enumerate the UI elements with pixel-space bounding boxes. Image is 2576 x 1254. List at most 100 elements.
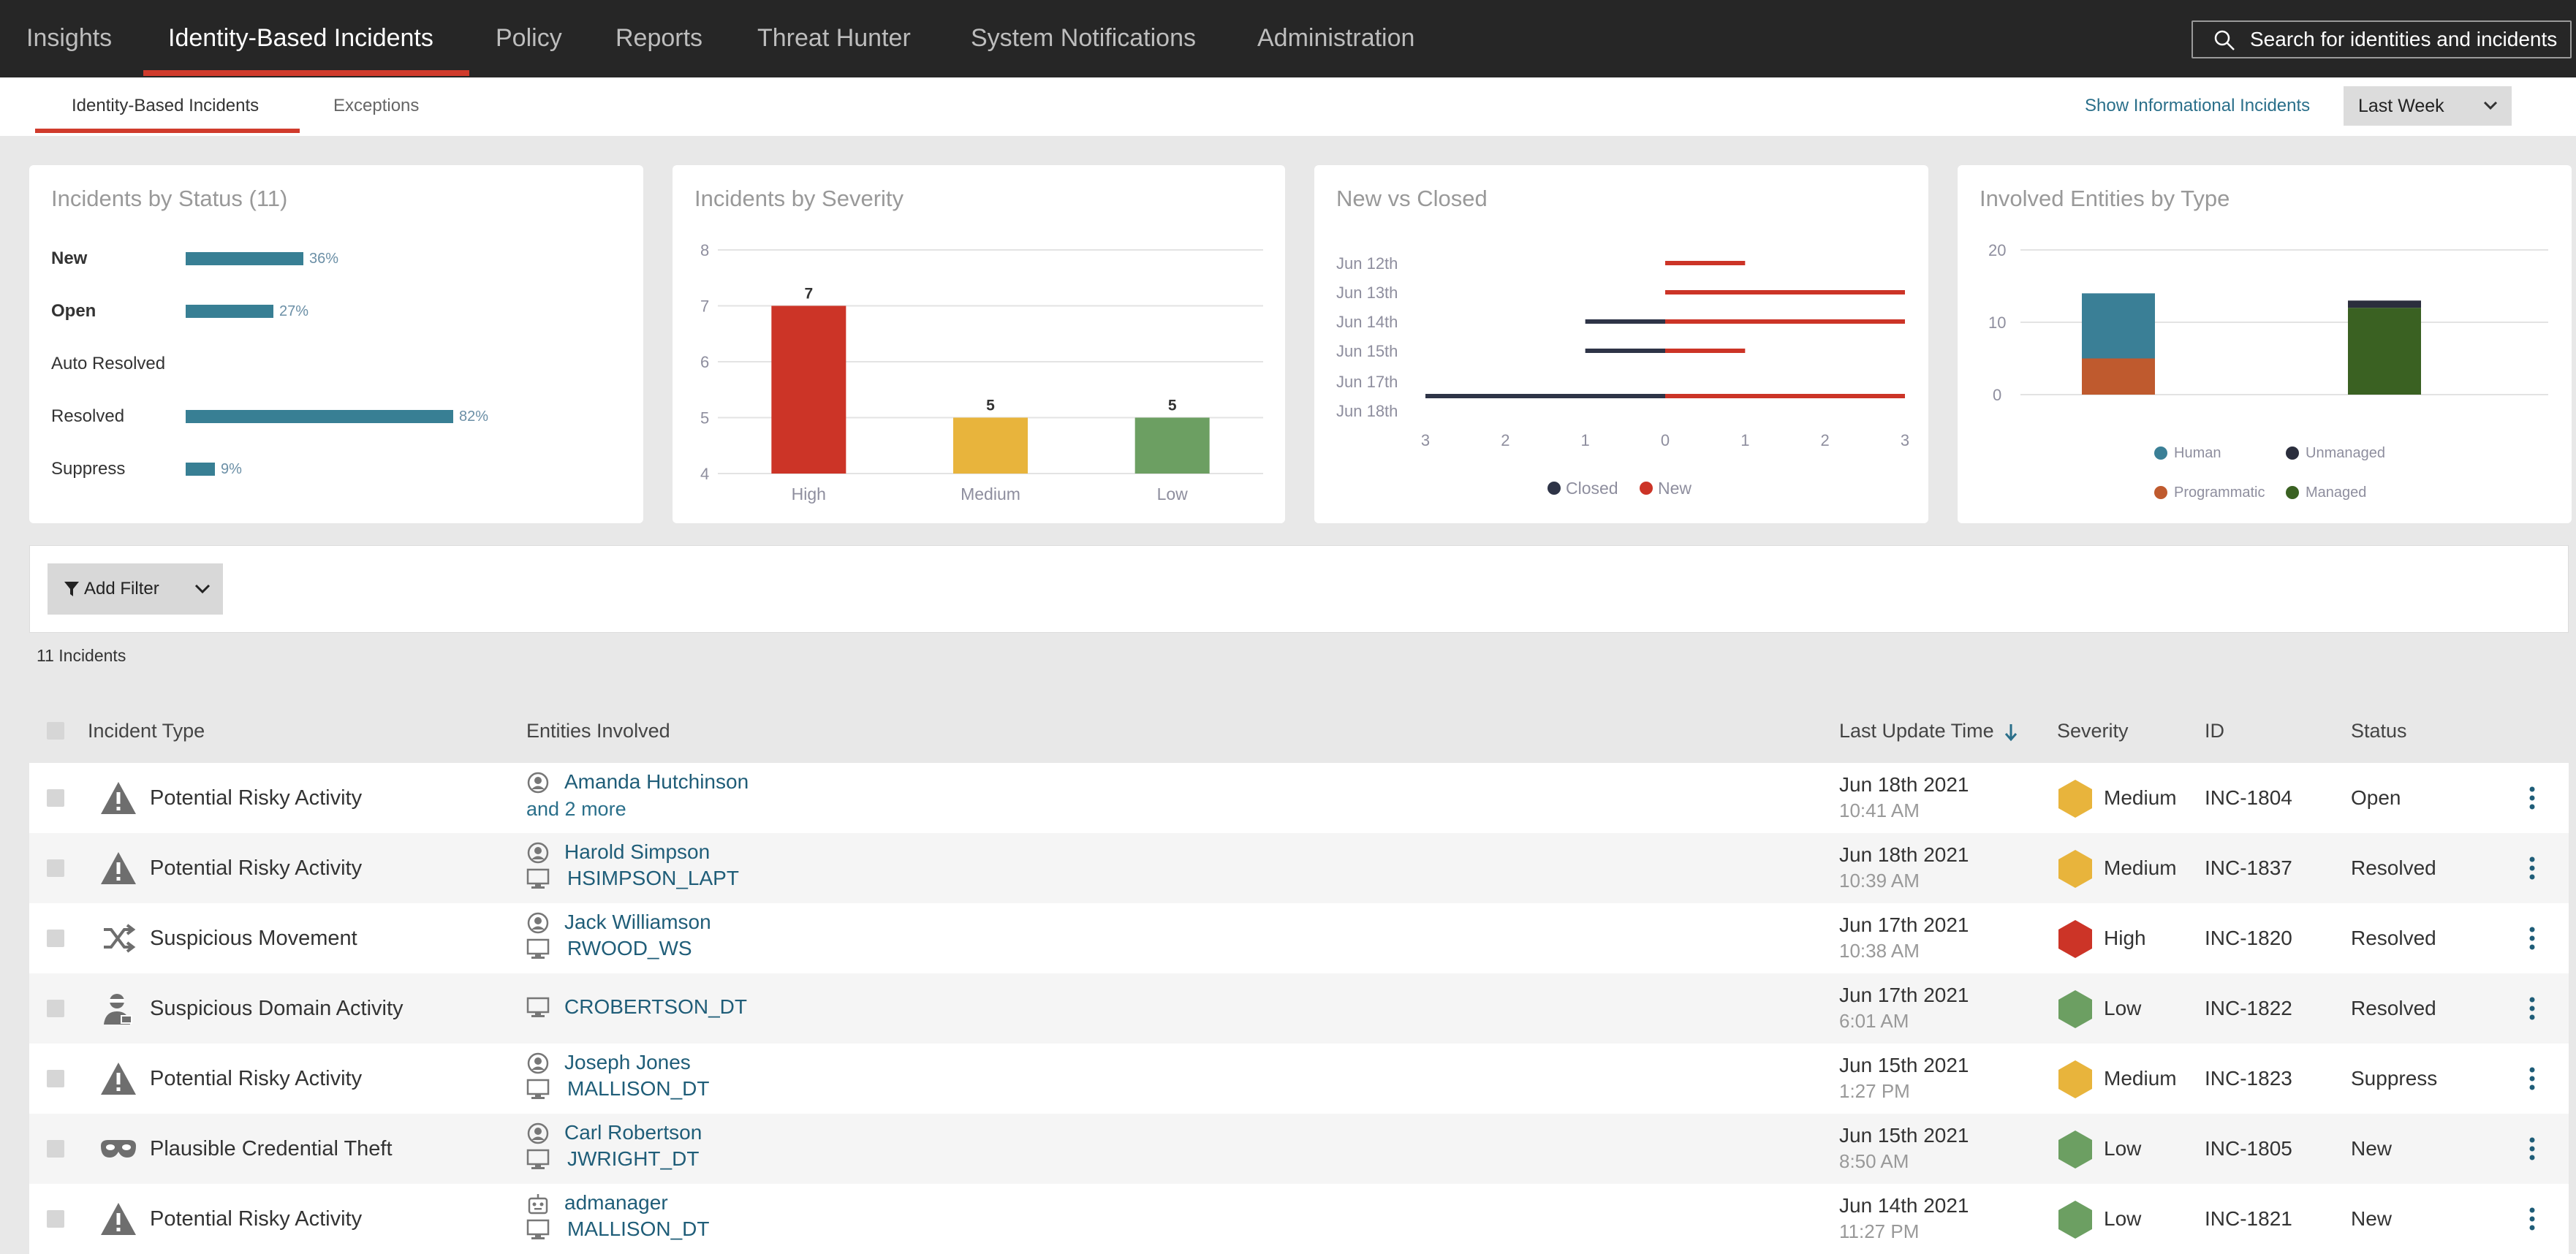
incident-type[interactable]: Potential Risky Activity (150, 786, 363, 810)
entity-link[interactable]: Amanda Hutchinson (564, 770, 749, 793)
nav-policy[interactable]: Policy (496, 24, 562, 52)
header-id[interactable]: ID (2205, 720, 2224, 742)
entity-link[interactable]: MALLISON_DT (567, 1217, 710, 1240)
incident-id[interactable]: INC-1820 (2205, 927, 2292, 949)
header-status[interactable]: Status (2351, 720, 2407, 742)
row-checkbox[interactable] (47, 1140, 64, 1158)
status-bar[interactable] (186, 252, 303, 265)
header-severity[interactable]: Severity (2057, 720, 2129, 742)
incident-status: Resolved (2351, 856, 2436, 879)
chevron-down-icon[interactable] (194, 583, 211, 595)
more-options-icon[interactable] (2526, 1136, 2538, 1162)
status-bar[interactable] (186, 410, 453, 423)
more-options-icon[interactable] (2526, 855, 2538, 881)
nav-threat-hunter[interactable]: Threat Hunter (757, 24, 911, 52)
entity-link[interactable]: Jack Williamson (564, 911, 711, 933)
table-row[interactable]: Plausible Credential Theft Carl Robertson… (29, 1114, 2569, 1184)
user-icon (526, 842, 550, 864)
header-incident-type[interactable]: Incident Type (88, 720, 205, 742)
time-range-select[interactable]: Last Week (2344, 86, 2512, 126)
tab-exceptions[interactable]: Exceptions (333, 96, 420, 115)
more-options-icon[interactable] (2526, 1206, 2538, 1232)
row-checkbox[interactable] (47, 1210, 64, 1228)
incident-id[interactable]: INC-1821 (2205, 1207, 2292, 1230)
row-checkbox[interactable] (47, 930, 64, 947)
global-search[interactable]: Search for identities and incidents (2192, 20, 2572, 58)
incident-type[interactable]: Potential Risky Activity (150, 856, 363, 880)
entity-link[interactable]: admanager (564, 1191, 668, 1214)
computer-icon (526, 1079, 550, 1101)
header-entities[interactable]: Entities Involved (526, 720, 670, 742)
table-row[interactable]: Potential Risky Activity Joseph Jones MALL… (29, 1044, 2569, 1114)
more-options-icon[interactable] (2526, 1065, 2538, 1092)
funnel-icon (64, 582, 79, 596)
table-row[interactable]: Suspicious Movement Jack Williamson RWOOD_… (29, 903, 2569, 973)
incident-type[interactable]: Potential Risky Activity (150, 1207, 363, 1231)
card-title: Incidents by Severity (694, 186, 904, 211)
incident-id[interactable]: INC-1837 (2205, 856, 2292, 879)
incident-type[interactable]: Plausible Credential Theft (150, 1137, 393, 1160)
nav-identity-based-incidents[interactable]: Identity-Based Incidents (168, 24, 433, 52)
incident-type[interactable]: Suspicious Movement (150, 927, 357, 950)
entity-link[interactable]: Joseph Jones (564, 1051, 691, 1074)
user-icon (526, 912, 550, 934)
nav-insights[interactable]: Insights (26, 24, 113, 52)
show-informational-link[interactable]: Show Informational Incidents (2085, 96, 2311, 115)
entity-link[interactable]: Carl Robertson (564, 1121, 702, 1144)
more-options-icon[interactable] (2526, 785, 2538, 811)
legend-label-programmatic: Programmatic (2174, 484, 2265, 501)
last-update-date: Jun 17th 2021 (1839, 913, 1969, 936)
last-update-date: Jun 15th 2021 (1839, 1124, 1969, 1147)
last-update-time: 8:50 AM (1839, 1150, 1909, 1172)
sort-arrow-down-icon[interactable] (2004, 723, 2018, 742)
select-all-checkbox[interactable] (47, 722, 64, 740)
status-label-new[interactable]: New (51, 248, 88, 268)
incident-status: New (2351, 1137, 2393, 1160)
row-checkbox[interactable] (47, 1000, 64, 1017)
status-label-resolved[interactable]: Resolved (51, 406, 125, 426)
incident-status: New (2351, 1207, 2393, 1230)
add-filter-button[interactable]: Add Filter (48, 563, 223, 615)
header-last-update-label: Last Update Time (1839, 720, 1994, 742)
status-bar[interactable] (186, 463, 215, 476)
incident-id[interactable]: INC-1805 (2205, 1137, 2292, 1160)
incident-type[interactable]: Suspicious Domain Activity (150, 997, 404, 1020)
entity-link[interactable]: Harold Simpson (564, 840, 711, 863)
incident-type[interactable]: Potential Risky Activity (150, 1067, 363, 1090)
nav-reports[interactable]: Reports (615, 24, 703, 52)
entity-link[interactable]: RWOOD_WS (567, 937, 692, 960)
nav-system-notifications[interactable]: System Notifications (971, 24, 1196, 52)
incident-id[interactable]: INC-1804 (2205, 786, 2292, 809)
nav-administration[interactable]: Administration (1257, 24, 1415, 52)
incident-id[interactable]: INC-1823 (2205, 1067, 2292, 1090)
table-row[interactable]: Potential Risky Activity Harold Simpson HS… (29, 833, 2569, 903)
table-row[interactable]: Potential Risky Activity Amanda Hutchinso… (29, 763, 2569, 833)
x-tick-label: 3 (1901, 431, 1909, 449)
status-bar[interactable] (186, 305, 273, 318)
row-checkbox[interactable] (47, 789, 64, 807)
header-last-update[interactable]: Last Update Time (1839, 699, 2018, 763)
tab-identity-based-incidents[interactable]: Identity-Based Incidents (72, 96, 260, 115)
more-entities-link[interactable]: and 2 more (526, 798, 626, 820)
entity-link[interactable]: HSIMPSON_LAPT (567, 867, 739, 889)
incident-id[interactable]: INC-1822 (2205, 997, 2292, 1019)
x-tick-label: 2 (1501, 431, 1509, 449)
warning-icon (99, 780, 137, 816)
status-label-auto-resolved[interactable]: Auto Resolved (51, 354, 166, 373)
entity-link[interactable]: JWRIGHT_DT (567, 1147, 700, 1170)
computer-icon (526, 1149, 550, 1171)
more-options-icon[interactable] (2526, 925, 2538, 951)
table-row[interactable]: Potential Risky Activity admanager MALLISO… (29, 1184, 2569, 1254)
row-checkbox[interactable] (47, 1070, 64, 1087)
bar-segment-programmatic (2082, 358, 2155, 395)
severity-hexagon-icon (2057, 1130, 2094, 1169)
status-label-suppress[interactable]: Suppress (51, 459, 126, 479)
entity-link[interactable]: MALLISON_DT (567, 1077, 710, 1100)
row-checkbox[interactable] (47, 859, 64, 877)
status-label-open[interactable]: Open (51, 301, 96, 321)
add-filter-label: Add Filter (84, 579, 159, 598)
more-options-icon[interactable] (2526, 995, 2538, 1022)
entity-link[interactable]: CROBERTSON_DT (564, 995, 747, 1018)
table-row[interactable]: Suspicious Domain Activity CROBERTSON_DT J… (29, 973, 2569, 1044)
data-label: 7 (804, 286, 813, 303)
